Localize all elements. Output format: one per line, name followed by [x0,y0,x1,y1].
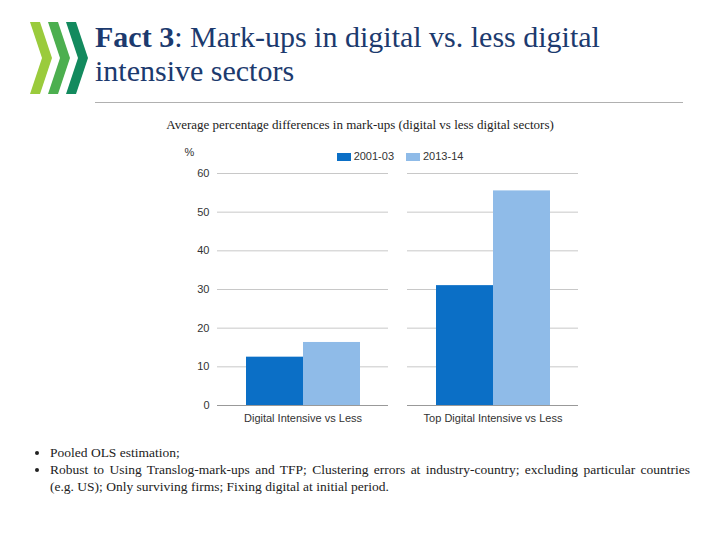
svg-text:60: 60 [197,167,209,179]
html-text:2001-03: 2001-03 [353,150,394,162]
svg-text:Top Digital Intensive vs Less: Top Digital Intensive vs Less [424,412,563,424]
svg-text:10: 10 [197,360,209,372]
svg-text:Digital Intensive vs Less: Digital Intensive vs Less [244,412,362,424]
svg-text:50: 50 [197,206,209,218]
svg-text:0: 0 [203,399,209,411]
html-text:Pooled OLS estimation;: Pooled OLS estimation; [50,445,180,460]
svg-text:40: 40 [197,244,209,256]
html-text:Fact 3: Mark-ups in digital vs: Fact 3: Mark-ups in digital vs. less dig… [95,20,600,87]
html-text:Average percentage differences: Average percentage differences in mark-u… [166,117,554,132]
svg-text:%: % [185,146,195,158]
html-text:Robust to Using Translog-mark-: Robust to Using Translog-mark-ups and TF… [50,462,690,494]
html-text:2013-14: 2013-14 [423,150,464,162]
svg-text:30: 30 [197,283,209,295]
svg-text:20: 20 [197,322,209,334]
